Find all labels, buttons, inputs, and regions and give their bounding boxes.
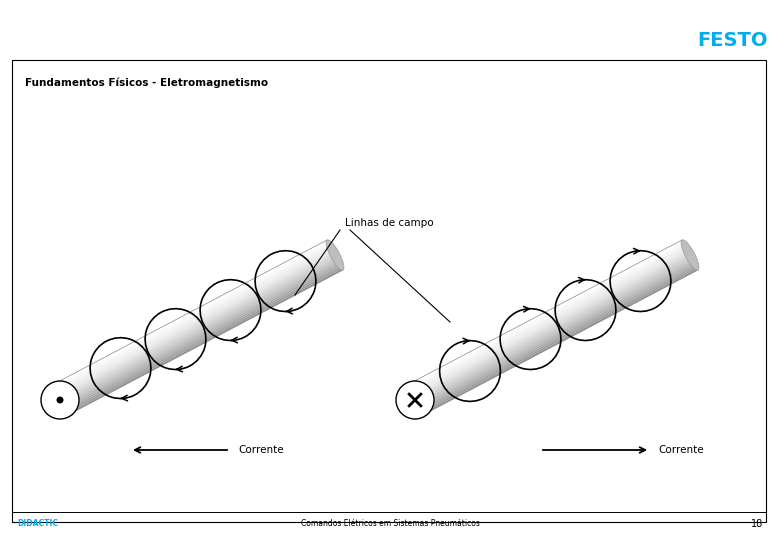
Polygon shape — [55, 246, 331, 393]
Polygon shape — [419, 262, 695, 409]
Ellipse shape — [681, 240, 699, 270]
Polygon shape — [410, 245, 686, 391]
Polygon shape — [417, 258, 693, 404]
Polygon shape — [64, 262, 340, 409]
Ellipse shape — [326, 240, 344, 270]
Polygon shape — [52, 240, 328, 387]
Polygon shape — [53, 241, 328, 388]
Polygon shape — [55, 245, 330, 391]
Polygon shape — [57, 249, 332, 395]
Polygon shape — [407, 240, 682, 387]
Polygon shape — [414, 253, 690, 400]
Polygon shape — [58, 251, 333, 397]
Bar — [12, 60, 766, 522]
Polygon shape — [417, 260, 693, 406]
Ellipse shape — [406, 385, 424, 415]
Polygon shape — [410, 246, 686, 393]
Text: FESTO: FESTO — [697, 31, 768, 50]
Text: Fundamentos Físicos - Eletromagnetismo: Fundamentos Físicos - Eletromagnetismo — [25, 78, 268, 89]
Polygon shape — [421, 267, 697, 414]
Polygon shape — [66, 266, 342, 412]
Circle shape — [396, 381, 434, 419]
Polygon shape — [54, 243, 329, 389]
Polygon shape — [61, 256, 337, 403]
Text: Comandos Elétricos em Sistemas Pneumáticos: Comandos Elétricos em Sistemas Pneumátic… — [300, 519, 480, 529]
Polygon shape — [413, 252, 690, 399]
Polygon shape — [63, 261, 339, 408]
Polygon shape — [58, 252, 334, 399]
Text: 18: 18 — [750, 519, 763, 529]
Polygon shape — [415, 255, 691, 402]
Polygon shape — [62, 258, 338, 404]
Polygon shape — [408, 241, 683, 388]
Polygon shape — [420, 264, 696, 410]
Polygon shape — [67, 268, 343, 415]
Polygon shape — [418, 261, 694, 408]
Polygon shape — [59, 253, 335, 400]
Polygon shape — [412, 249, 688, 395]
Text: Corrente: Corrente — [238, 445, 284, 455]
Polygon shape — [420, 266, 697, 412]
Polygon shape — [66, 267, 342, 414]
Polygon shape — [413, 251, 689, 397]
Polygon shape — [62, 260, 339, 406]
Polygon shape — [65, 264, 341, 410]
Polygon shape — [422, 268, 698, 415]
Circle shape — [41, 381, 79, 419]
Circle shape — [56, 396, 63, 403]
Text: Linhas de campo: Linhas de campo — [345, 218, 434, 228]
Ellipse shape — [51, 385, 69, 415]
Polygon shape — [409, 243, 684, 389]
Polygon shape — [416, 256, 692, 403]
Polygon shape — [56, 247, 332, 394]
Text: DIDACTIC: DIDACTIC — [17, 519, 58, 529]
Polygon shape — [411, 247, 687, 394]
Polygon shape — [60, 255, 336, 402]
Text: Corrente: Corrente — [658, 445, 704, 455]
